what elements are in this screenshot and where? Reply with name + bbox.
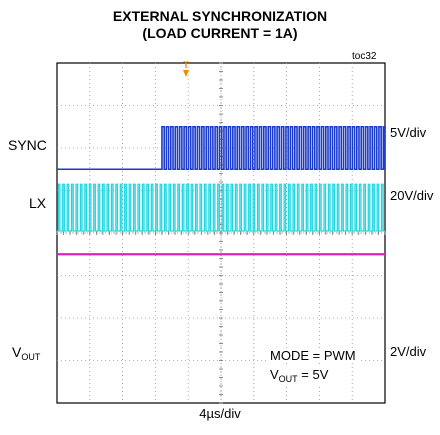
annotation-mode: MODE = PWM bbox=[268, 348, 358, 363]
chart-subtitle: (LOAD CURRENT = 1A) bbox=[142, 25, 298, 41]
trace-layer bbox=[57, 125, 386, 256]
scale-lx: 20V/div bbox=[390, 188, 434, 203]
chart-title: EXTERNAL SYNCHRONIZATION bbox=[112, 8, 328, 24]
annotation-vout-main: V bbox=[270, 367, 279, 382]
scale-sync: 5V/div bbox=[390, 125, 427, 140]
trace-lx bbox=[57, 183, 385, 232]
figure-tag: toc32 bbox=[352, 51, 377, 62]
trace-sync bbox=[57, 125, 386, 171]
channel-label-vout: VOUT bbox=[12, 344, 40, 362]
annotation-vout-sub: OUT bbox=[278, 374, 298, 384]
scale-vout: 2V/div bbox=[390, 344, 427, 359]
vout-label-sub: OUT bbox=[21, 352, 41, 362]
annotation-vout: VOUT = 5V bbox=[268, 367, 331, 384]
trigger-marker-arrow bbox=[183, 70, 189, 77]
channel-label-sync: SYNC bbox=[8, 137, 47, 153]
trigger-marker: T bbox=[183, 60, 189, 77]
annotation-vout-rest: = 5V bbox=[297, 367, 329, 382]
trigger-marker-label: T bbox=[183, 60, 189, 70]
vout-label-main: V bbox=[12, 344, 22, 360]
time-scale-label: 4µs/div bbox=[199, 406, 241, 421]
channel-label-lx: LX bbox=[29, 195, 47, 211]
